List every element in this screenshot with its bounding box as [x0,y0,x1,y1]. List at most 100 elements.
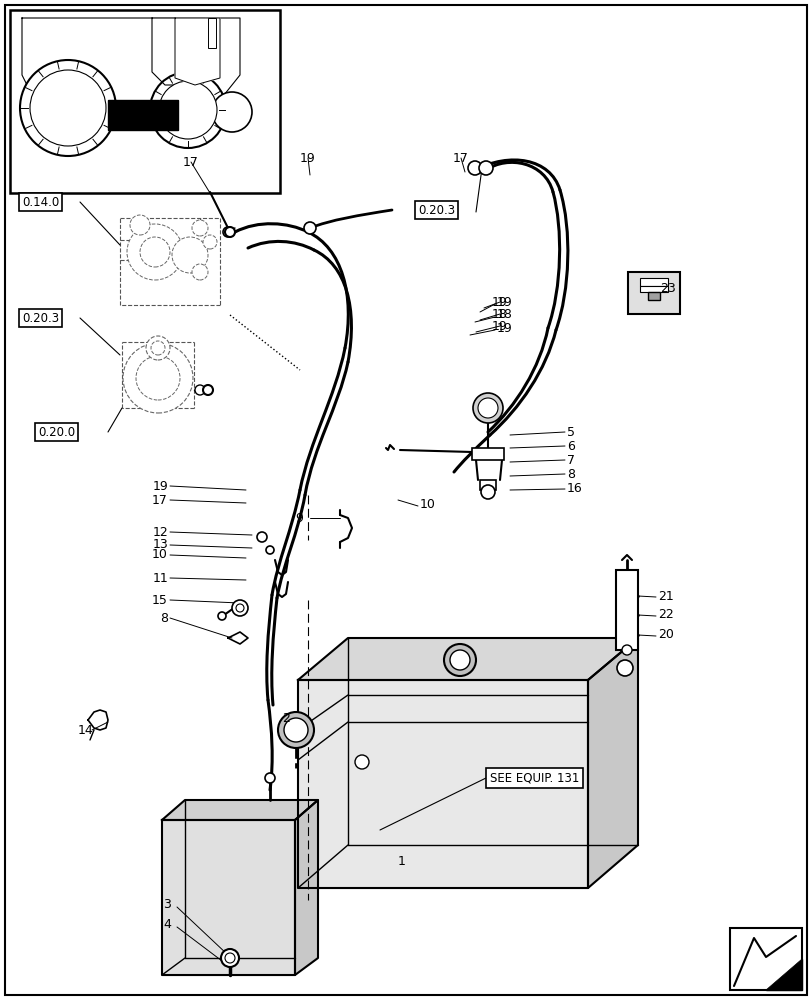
Text: 12: 12 [152,526,168,538]
Circle shape [264,773,275,783]
Text: 19: 19 [491,296,507,308]
Circle shape [150,72,225,148]
Circle shape [478,161,492,175]
Text: 15: 15 [152,593,168,606]
Text: 0.20.3: 0.20.3 [22,312,59,324]
Text: 0.20.3: 0.20.3 [418,204,454,217]
Polygon shape [587,638,637,888]
Circle shape [478,398,497,418]
Text: 11: 11 [152,572,168,584]
Circle shape [191,264,208,280]
Circle shape [20,60,116,156]
Circle shape [172,237,208,273]
Polygon shape [162,820,294,975]
Circle shape [30,70,106,146]
Text: 14: 14 [78,723,93,736]
Circle shape [232,600,247,616]
Bar [616,570,637,650]
Circle shape [303,222,315,234]
Circle shape [473,393,502,423]
Circle shape [203,385,212,395]
Text: 19: 19 [299,152,315,165]
Circle shape [223,227,233,237]
Circle shape [130,215,150,235]
Circle shape [122,343,193,413]
Text: 19: 19 [496,322,512,334]
Circle shape [191,220,208,236]
Text: 17: 17 [453,152,468,165]
Polygon shape [22,18,240,120]
Circle shape [616,660,633,676]
Text: 17: 17 [182,156,199,169]
Circle shape [467,161,482,175]
Text: 20: 20 [657,628,673,642]
Bar [627,272,679,314]
Text: 8: 8 [566,468,574,481]
Circle shape [221,949,238,967]
Bar [729,928,801,990]
Polygon shape [298,638,637,680]
Text: 16: 16 [566,483,582,495]
Circle shape [480,485,495,499]
Text: 22: 22 [657,608,673,621]
Text: 5: 5 [566,426,574,438]
Bar [647,292,659,300]
Text: 13: 13 [152,538,168,552]
Circle shape [217,612,225,620]
Circle shape [203,235,217,249]
Circle shape [146,336,169,360]
Text: 18: 18 [496,308,513,322]
Text: 8: 8 [160,611,168,624]
Circle shape [212,92,251,132]
Text: 9: 9 [294,512,303,524]
Text: 10: 10 [419,498,436,512]
Text: 3: 3 [163,898,170,911]
Circle shape [449,650,470,670]
Bar [471,448,504,460]
Circle shape [159,81,217,139]
Bar [208,18,216,48]
Circle shape [257,532,267,542]
Text: 17: 17 [152,493,168,506]
Bar [10,10,280,193]
Polygon shape [108,100,178,130]
Text: 18: 18 [491,308,507,320]
Text: 19: 19 [152,480,168,492]
Circle shape [225,953,234,963]
Circle shape [284,718,307,742]
Text: 4: 4 [163,918,170,931]
Circle shape [621,645,631,655]
Polygon shape [162,800,318,820]
Text: 19: 19 [491,320,507,332]
Text: SEE EQUIP. 131: SEE EQUIP. 131 [489,772,579,784]
Text: 0.14.0: 0.14.0 [22,196,59,209]
Text: 0.20.0: 0.20.0 [38,426,75,438]
Text: 6: 6 [566,440,574,452]
Text: 1: 1 [397,855,406,868]
Circle shape [135,356,180,400]
Circle shape [127,224,182,280]
Text: 23: 23 [659,282,675,294]
Text: 10: 10 [152,548,168,562]
Text: 21: 21 [657,589,673,602]
Polygon shape [294,800,318,975]
Text: 19: 19 [496,296,512,308]
Circle shape [266,546,273,554]
Circle shape [225,227,234,237]
Polygon shape [765,959,801,990]
Text: 2: 2 [281,711,290,724]
Polygon shape [298,680,587,888]
Circle shape [354,755,368,769]
Circle shape [139,237,169,267]
Polygon shape [175,18,220,85]
Circle shape [277,712,314,748]
Circle shape [444,644,475,676]
Circle shape [195,385,204,395]
Text: 7: 7 [566,454,574,466]
Circle shape [151,341,165,355]
Bar [639,286,667,292]
Polygon shape [152,18,204,85]
Bar [639,278,667,286]
Bar [479,480,496,490]
Circle shape [236,604,243,612]
